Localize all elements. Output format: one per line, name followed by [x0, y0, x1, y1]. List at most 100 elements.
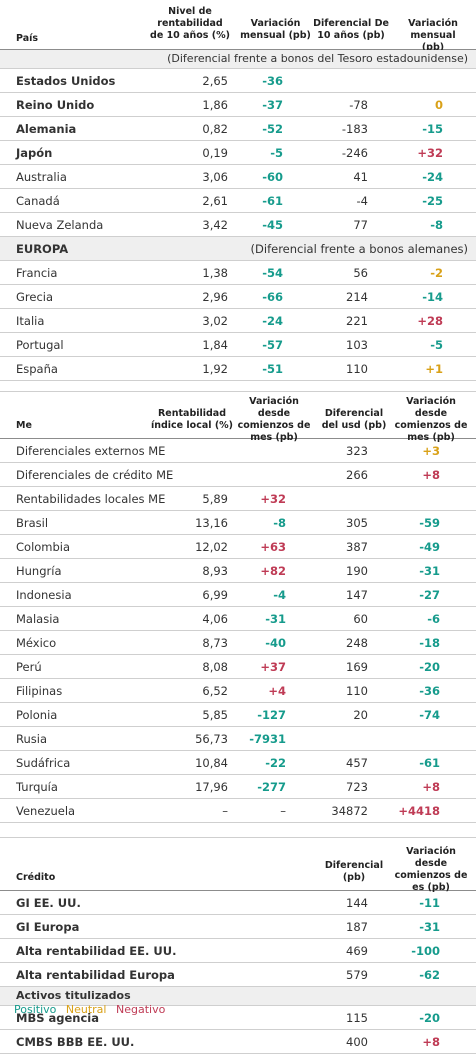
name-cell: GI Europa	[16, 920, 80, 934]
level-cell: 2,65	[202, 74, 228, 88]
chg-cell: -277	[257, 780, 286, 794]
name-cell: MBS agencia	[16, 1011, 99, 1025]
chg-cell: +63	[260, 540, 286, 554]
schg-cell: -100	[411, 944, 440, 958]
name-cell: Colombia	[16, 540, 71, 554]
name-cell: Brasil	[16, 516, 49, 530]
name-cell: Diferenciales de crédito ME	[16, 468, 174, 482]
credit-header: Crédito Diferencial (pb) Variación desde…	[0, 837, 476, 893]
chg-cell: +82	[260, 564, 286, 578]
col-spread: Diferencial De 10 años (pb)	[313, 18, 389, 41]
schg-cell: -25	[422, 194, 443, 208]
schg-cell: +1	[425, 362, 443, 376]
securitized-header: Activos titulizados	[0, 987, 476, 1006]
schg-cell: -20	[419, 1011, 440, 1025]
spread-cell: 20	[353, 708, 368, 722]
name-cell: Diferenciales externos ME	[16, 444, 166, 458]
col-yield: Nivel de rentabilidad de 10 años (%)	[150, 6, 230, 41]
name-cell: CMBS BBB EE. UU.	[16, 1035, 135, 1049]
chg-cell: -61	[262, 194, 283, 208]
europa-header: EUROPA (Diferencial frente a bonos alema…	[0, 237, 476, 261]
col-country: País	[16, 33, 39, 44]
spread-cell: 115	[346, 1011, 368, 1025]
name-cell: Alta rentabilidad EE. UU.	[16, 944, 177, 958]
name-cell: Indonesia	[16, 588, 72, 602]
table-row: Malasia 4,06 -31 60 -6	[0, 607, 476, 631]
schg-cell: 0	[434, 98, 443, 112]
table-row: Turquía 17,96 -277 723 +8	[0, 775, 476, 799]
table-row: Canadá 2,61 -61 -4 -25	[0, 189, 476, 213]
chg-cell: +37	[260, 660, 286, 674]
chg-cell: -51	[262, 362, 283, 376]
schg-cell: -18	[419, 636, 440, 650]
schg-cell: -5	[430, 338, 443, 352]
table-row: Grecia 2,96 -66 214 -14	[0, 285, 476, 309]
schg-cell: -49	[419, 540, 440, 554]
schg-cell: -61	[419, 756, 440, 770]
level-cell: 6,99	[202, 588, 228, 602]
level-cell: 1,84	[202, 338, 228, 352]
name-cell: Nueva Zelanda	[16, 218, 104, 232]
name-cell: Malasia	[16, 612, 60, 626]
schg-cell: -31	[419, 920, 440, 934]
name-cell: Rusia	[16, 732, 47, 746]
gov-header: País Nivel de rentabilidad de 10 años (%…	[0, 0, 476, 53]
spread-cell: -246	[341, 146, 368, 160]
chg-cell: -7931	[249, 732, 286, 746]
level-cell: 3,42	[202, 218, 228, 232]
chg-cell: +32	[260, 492, 286, 506]
level-cell: 2,61	[202, 194, 228, 208]
spread-cell: -4	[356, 194, 368, 208]
spread-cell: 400	[346, 1035, 368, 1049]
spread-cell: 34872	[331, 804, 368, 818]
name-cell: Hungría	[16, 564, 62, 578]
table-row: Diferenciales de crédito ME 266 +8	[0, 463, 476, 487]
table-row: Brasil 13,16 -8 305 -59	[0, 511, 476, 535]
chg-cell: -5	[270, 146, 283, 160]
table-row: Japón 0,19 -5 -246 +32	[0, 141, 476, 165]
level-cell: 2,96	[202, 290, 228, 304]
table-row: Perú 8,08 +37 169 -20	[0, 655, 476, 679]
col-change: Variación mensual (pb)	[240, 18, 311, 41]
table-row: Francia 1,38 -54 56 -2	[0, 261, 476, 285]
schg-cell: +32	[417, 146, 443, 160]
name-cell: Reino Unido	[16, 98, 95, 112]
schg-cell: +8	[422, 780, 440, 794]
name-cell: Italia	[16, 314, 45, 328]
chg-cell: -60	[262, 170, 283, 184]
spread-cell: 60	[353, 612, 368, 626]
table-row: Reino Unido 1,86 -37 -78 0	[0, 93, 476, 117]
table-row: Australia 3,06 -60 41 -24	[0, 165, 476, 189]
spread-cell: 469	[346, 944, 368, 958]
chg-cell: -24	[262, 314, 283, 328]
chg-cell: -54	[262, 266, 283, 280]
table-row: Polonia 5,85 -127 20 -74	[0, 703, 476, 727]
spread-cell: -183	[341, 122, 368, 136]
col-em-change: Variación desde comienzos de mes (pb)	[237, 396, 311, 443]
spread-cell: 144	[346, 896, 368, 910]
col-spread-change: Variación mensual (pb)	[408, 18, 458, 53]
chg-cell: -37	[262, 98, 283, 112]
name-cell: Estados Unidos	[16, 74, 116, 88]
level-cell: 1,86	[202, 98, 228, 112]
schg-cell: -62	[419, 968, 440, 982]
spread-cell: 169	[346, 660, 368, 674]
schg-cell: -20	[419, 660, 440, 674]
table-row: Sudáfrica 10,84 -22 457 -61	[0, 751, 476, 775]
spread-cell: 579	[346, 968, 368, 982]
level-cell: 6,52	[202, 684, 228, 698]
level-cell: 56,73	[195, 732, 228, 746]
chg-cell: -36	[262, 74, 283, 88]
col-credit-change: Variación desde comienzos de es (pb)	[394, 846, 468, 893]
chg-cell: -45	[262, 218, 283, 232]
col-credit: Crédito	[16, 872, 56, 883]
schg-cell: -2	[430, 266, 443, 280]
level-cell: 12,02	[195, 540, 228, 554]
spread-cell: 323	[346, 444, 368, 458]
spread-cell: 41	[353, 170, 368, 184]
name-cell: Francia	[16, 266, 58, 280]
chg-cell: -57	[262, 338, 283, 352]
schg-cell: -14	[422, 290, 443, 304]
spread-cell: 221	[346, 314, 368, 328]
spread-cell: 147	[346, 588, 368, 602]
